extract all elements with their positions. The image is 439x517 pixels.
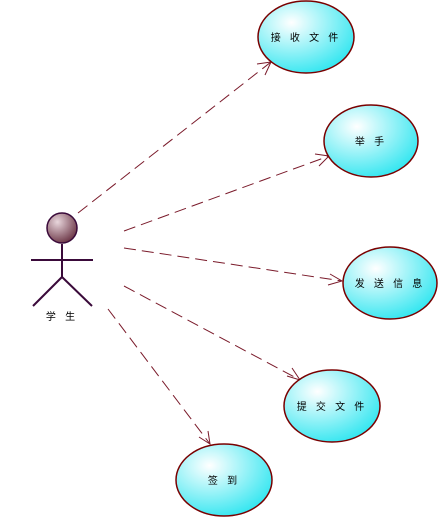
use-case-ellipse — [323, 104, 419, 178]
use-case-label: 举 手 — [355, 135, 387, 148]
use-case-ellipse — [257, 0, 355, 74]
association-send-message[interactable] — [123, 247, 344, 286]
use-case-ellipse — [283, 369, 381, 443]
use-case-label: 接 收 文 件 — [271, 31, 342, 44]
actor-right-leg — [61, 276, 93, 307]
actor-head — [46, 212, 78, 244]
use-case-label: 发 送 信 息 — [355, 277, 426, 290]
use-case-raise-hand[interactable]: 举 手 — [323, 104, 419, 178]
association-raise-hand[interactable] — [123, 153, 331, 232]
use-case-label: 提 交 文 件 — [297, 400, 368, 413]
actor-left-leg — [32, 276, 63, 307]
use-case-label: 签 到 — [208, 474, 240, 487]
actor-student[interactable]: 学 生 — [31, 212, 93, 323]
association-sign-in[interactable] — [107, 308, 211, 446]
association-receive-file[interactable] — [77, 61, 272, 214]
actor-label: 学 生 — [46, 310, 78, 323]
associations — [77, 61, 344, 446]
use-case-send-message[interactable]: 发 送 信 息 — [342, 246, 438, 320]
use-case-sign-in[interactable]: 签 到 — [175, 443, 273, 517]
association-submit-file[interactable] — [123, 285, 302, 381]
use-case-ellipse — [342, 246, 438, 320]
use-case-ellipse — [175, 443, 273, 517]
use-case-submit-file[interactable]: 提 交 文 件 — [283, 369, 381, 443]
use-case-receive-file[interactable]: 接 收 文 件 — [257, 0, 355, 74]
